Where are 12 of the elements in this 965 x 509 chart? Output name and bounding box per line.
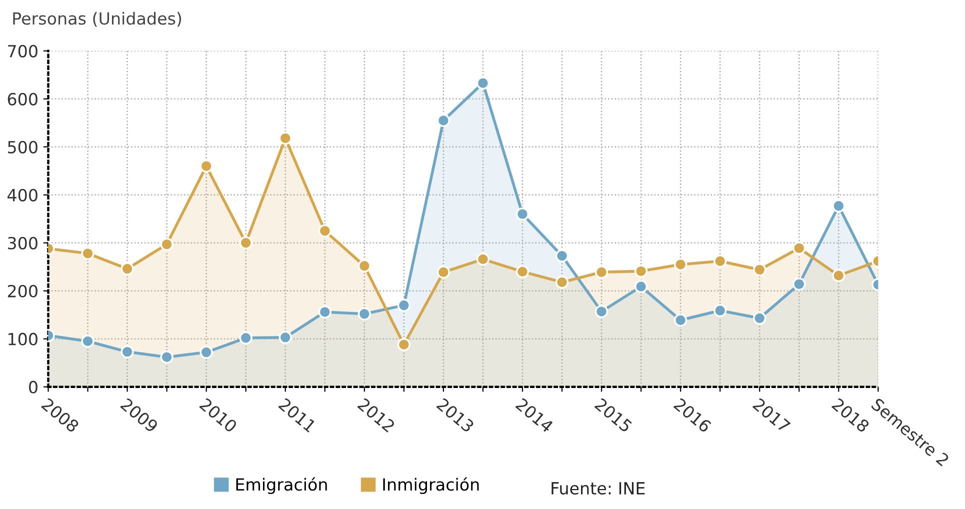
y-tick-label: 200 — [8, 284, 38, 298]
source-note: Fuente: INE — [552, 482, 645, 495]
y-tick-label: 700 — [8, 44, 38, 58]
legend-label: Inmigración — [383, 477, 479, 494]
y-tick-label: 300 — [8, 236, 38, 250]
y-tick-label: 100 — [8, 332, 38, 346]
y-tick-label: 0 — [29, 380, 38, 394]
y-tick-label: 400 — [8, 188, 38, 202]
legend-label: Emigración — [236, 477, 327, 494]
y-tick-label: 500 — [8, 140, 38, 154]
y-tick-label: 600 — [8, 92, 38, 106]
y-axis-title: Personas (Unidades) — [13, 12, 182, 27]
